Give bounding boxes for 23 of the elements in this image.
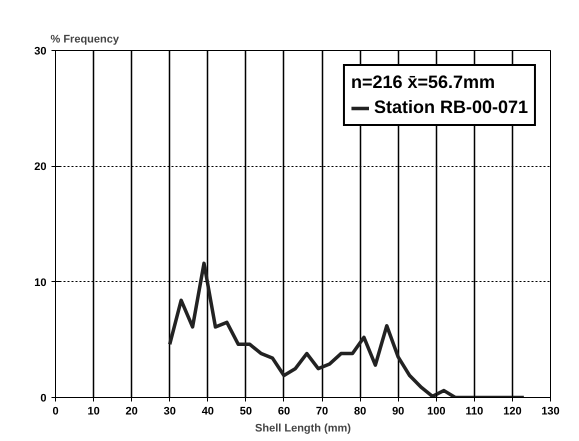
x-tick-label: 110 — [465, 406, 484, 418]
x-tick-label: 60 — [278, 406, 290, 418]
x-tick-label: 10 — [87, 406, 100, 418]
y-axis-title: % Frequency — [50, 34, 120, 46]
x-tick-label: 0 — [52, 406, 59, 418]
x-tick-label: 120 — [503, 406, 522, 418]
x-tick-label: 50 — [240, 406, 252, 418]
x-axis-title: Shell Length (mm) — [255, 422, 352, 434]
x-tick-label: 90 — [392, 406, 404, 418]
x-tick-label: 30 — [164, 406, 176, 418]
x-tick-label: 100 — [427, 406, 446, 418]
line-series — [168, 262, 526, 398]
legend-label: Station RB-00-071 — [374, 97, 528, 118]
y-tick-label: 0 — [40, 392, 47, 404]
x-tick-label: 40 — [202, 406, 214, 418]
legend-title: n=216 x̄=56.7mm — [350, 72, 496, 93]
x-tick-label: 130 — [541, 406, 560, 418]
x-tick-label: 20 — [126, 406, 138, 418]
y-tick-label: 20 — [34, 161, 47, 174]
x-tick-label: 70 — [316, 406, 328, 418]
y-tick-label: 10 — [34, 276, 47, 289]
y-tick-label: 30 — [34, 46, 47, 58]
x-tick-label: 80 — [354, 406, 366, 418]
